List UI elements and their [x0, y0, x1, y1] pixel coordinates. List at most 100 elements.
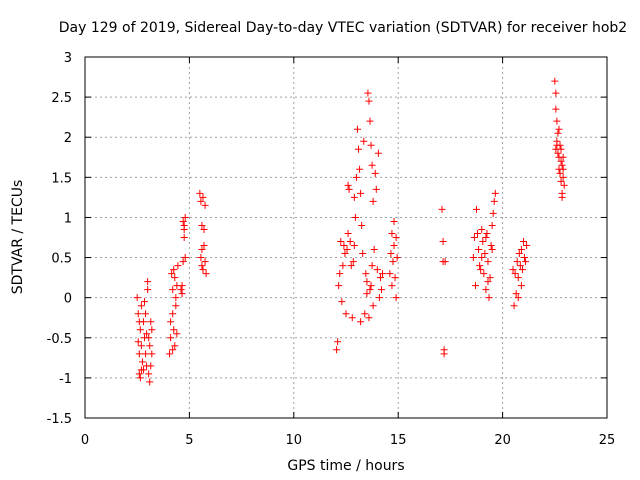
data-point [368, 161, 376, 169]
data-point [136, 374, 144, 382]
x-axis-label: GPS time / hours [287, 458, 404, 474]
data-point [559, 153, 567, 161]
data-point [148, 350, 156, 358]
data-point [551, 77, 559, 85]
data-point [178, 282, 186, 290]
x-tick-label: 15 [390, 433, 407, 448]
data-point [522, 258, 530, 266]
plot-frame [84, 56, 608, 419]
y-tick-label: 1 [64, 211, 72, 226]
data-point [477, 266, 485, 274]
data-point [198, 262, 206, 270]
data-point [513, 258, 521, 266]
data-point [169, 286, 177, 294]
data-point [201, 201, 209, 209]
data-point [340, 242, 348, 250]
data-point [135, 370, 143, 378]
y-tick-label: 2 [64, 131, 72, 146]
data-point [377, 286, 385, 294]
data-point [560, 181, 568, 189]
data-point [469, 254, 477, 262]
data-point [347, 262, 355, 270]
data-point [390, 242, 398, 250]
data-point [166, 350, 174, 358]
data-point [198, 221, 206, 229]
data-point [178, 290, 186, 298]
data-point [478, 225, 486, 233]
data-point [343, 246, 351, 254]
data-point [388, 229, 396, 237]
data-point [510, 302, 518, 310]
y-tick-label: 0 [64, 292, 72, 307]
tick-layer [84, 56, 608, 419]
y-tick-label: 3 [64, 51, 72, 66]
data-point [366, 286, 374, 294]
data-point [148, 326, 156, 334]
data-point [359, 250, 367, 258]
data-point [179, 258, 187, 266]
data-point [365, 97, 373, 105]
y-tick-label: 0.5 [51, 252, 72, 267]
data-point [482, 286, 490, 294]
data-point [370, 246, 378, 254]
data-point [386, 270, 394, 278]
x-tick-label: 20 [494, 433, 511, 448]
data-point [470, 234, 478, 241]
data-point [379, 270, 387, 278]
data-point [369, 197, 377, 205]
data-point [362, 270, 370, 278]
data-point [558, 161, 566, 169]
data-point [371, 169, 379, 177]
data-point [348, 314, 356, 322]
data-point [554, 129, 562, 137]
data-point [515, 250, 523, 258]
data-point [196, 189, 204, 197]
data-point [168, 270, 176, 278]
data-point [367, 141, 375, 149]
data-point [517, 282, 525, 290]
data-point [552, 145, 560, 153]
data-point [554, 149, 562, 157]
data-point [337, 238, 345, 246]
data-point [200, 242, 208, 250]
data-point [200, 225, 208, 233]
data-point [392, 234, 400, 241]
data-point [133, 294, 141, 302]
data-point [488, 246, 496, 254]
data-point [199, 266, 207, 274]
data-point [558, 193, 566, 201]
data-point [516, 262, 524, 270]
data-point [345, 185, 353, 193]
data-point [360, 137, 368, 145]
data-point [491, 189, 499, 197]
data-point [135, 350, 143, 358]
data-point [473, 205, 480, 213]
data-point [375, 294, 383, 302]
data-point [521, 254, 529, 262]
data-point [512, 290, 520, 298]
data-point [355, 145, 363, 153]
data-point [141, 298, 149, 306]
data-point [441, 258, 449, 266]
data-point [519, 238, 527, 246]
data-point [202, 270, 210, 278]
y-tick-label: -1.5 [47, 412, 72, 427]
data-point [144, 286, 152, 294]
data-point [137, 302, 145, 310]
y-tick-labels: -1.5 -1 -0.5 0 0.5 1 1.5 2 2.5 3 [47, 51, 72, 427]
data-point [357, 189, 365, 197]
data-point [174, 262, 182, 270]
data-point [366, 117, 374, 125]
data-point [388, 282, 396, 290]
x-tick-labels: 0 5 10 15 20 25 [81, 433, 615, 448]
data-point [342, 310, 350, 318]
data-point [361, 310, 369, 318]
data-point [471, 282, 479, 290]
data-point [559, 165, 567, 173]
data-point [486, 274, 494, 282]
data-point [392, 294, 400, 302]
chart-title: Day 129 of 2019, Sidereal Day-to-day VTE… [59, 20, 627, 36]
y-tick-label: 1.5 [51, 171, 72, 186]
data-point [171, 274, 179, 282]
